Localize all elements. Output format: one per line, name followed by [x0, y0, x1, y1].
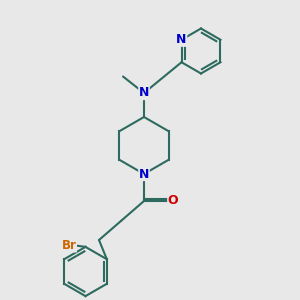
Text: O: O [168, 194, 178, 208]
Text: Br: Br [61, 239, 76, 252]
Text: N: N [176, 33, 187, 46]
Text: N: N [139, 86, 149, 100]
Text: N: N [139, 167, 149, 181]
